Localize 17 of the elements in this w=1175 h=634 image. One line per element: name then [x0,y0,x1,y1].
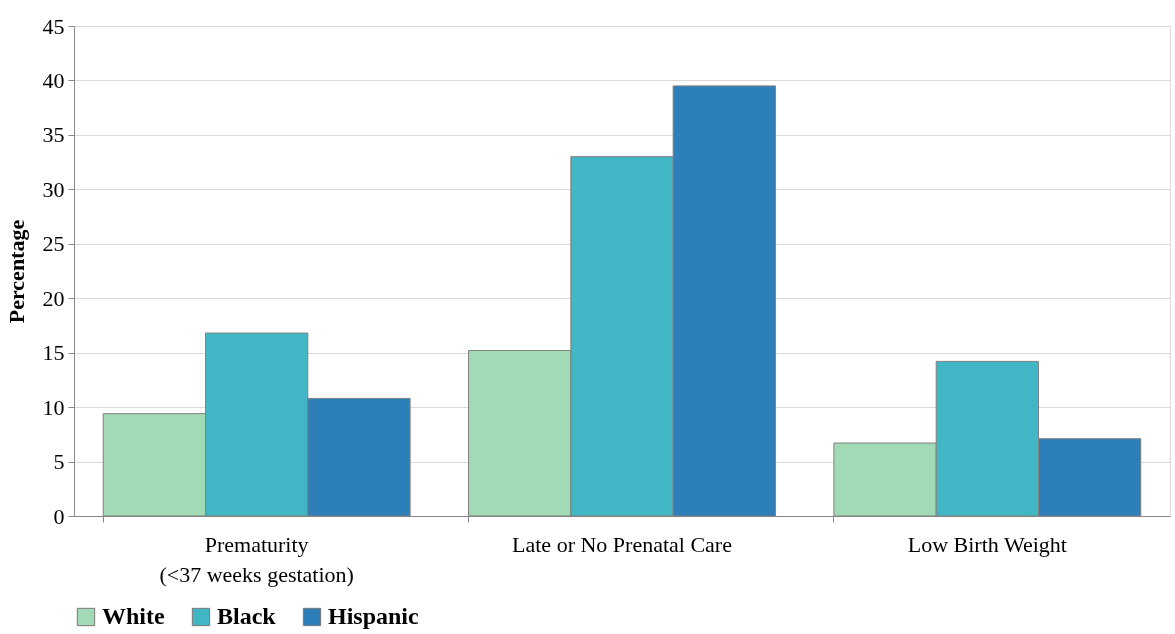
x-tick-label: Late or No Prenatal Care [512,531,732,557]
y-axis-title: Percentage [3,219,29,324]
y-tick-label: 35 [42,122,65,148]
y-tick-label: 5 [53,449,65,475]
x-tick-label: Prematurity (<37 weeks gestation) [159,531,354,587]
y-tick-label: 20 [42,285,65,311]
y-tick-label: 25 [42,231,65,257]
y-tick-label: 15 [42,340,65,366]
y-tick-label: 10 [42,394,65,420]
legend-label: Black [217,603,277,629]
legend-label: Hispanic [328,603,420,629]
x-tick-label: Low Birth Weight [907,531,1067,557]
y-tick-label: 40 [42,67,65,93]
y-tick-label: 30 [42,176,65,202]
y-tick-label: 45 [42,13,65,39]
y-tick-label: 0 [53,503,65,529]
legend-label: White [102,603,166,629]
